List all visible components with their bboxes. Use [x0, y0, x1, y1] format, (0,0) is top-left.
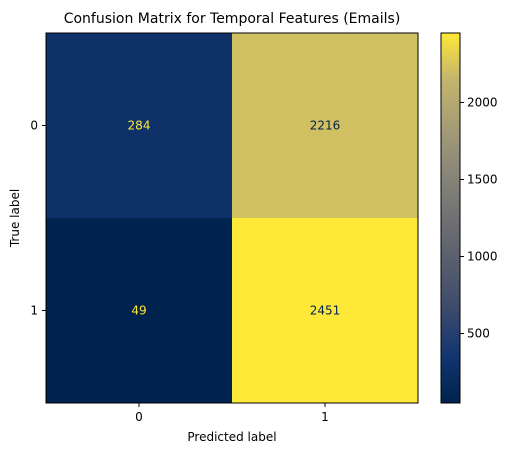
- y-tick-label: 0: [30, 119, 38, 133]
- x-tick-label: 0: [135, 410, 143, 424]
- chart-title: Confusion Matrix for Temporal Features (…: [64, 11, 401, 27]
- matrix-cell: [46, 218, 232, 403]
- matrix-cell: [232, 33, 418, 218]
- colorbar: [440, 32, 461, 404]
- cell-value: 284: [128, 119, 151, 133]
- colorbar-tick-label: 500: [467, 327, 490, 341]
- x-axis-label: Predicted label: [187, 430, 276, 444]
- cell-value: 2216: [310, 119, 341, 133]
- x-tick-label: 1: [321, 410, 329, 424]
- y-tick-label: 1: [30, 304, 38, 318]
- colorbar-ticks: 500 1000 1500 2000: [460, 95, 498, 341]
- matrix-cells: [46, 33, 418, 403]
- colorbar-tick-label: 1500: [467, 172, 498, 186]
- plot-frame: [45, 32, 419, 404]
- y-axis-ticks: 01: [30, 119, 46, 318]
- cell-value-labels: 284 2216 49 2451: [128, 119, 341, 318]
- y-axis-label: True label: [8, 189, 22, 248]
- colorbar-tick-label: 1000: [467, 250, 498, 264]
- matrix-cell: [46, 33, 232, 218]
- matrix-cell: [232, 218, 418, 403]
- colorbar-tick-label: 2000: [467, 95, 498, 109]
- cell-value: 49: [131, 304, 146, 318]
- cell-value: 2451: [310, 304, 341, 318]
